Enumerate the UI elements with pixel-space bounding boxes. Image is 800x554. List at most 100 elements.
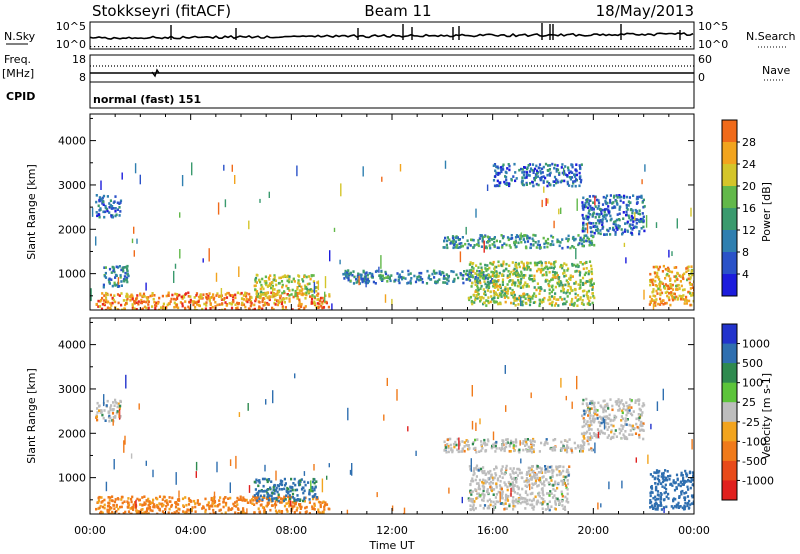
nsearch-dot <box>418 46 420 48</box>
heatmap-cell-0-6 <box>514 263 518 266</box>
heatmap-cell-1-4 <box>544 465 547 468</box>
heatmap-cell-0-1 <box>198 295 201 299</box>
noise-streak <box>202 258 204 263</box>
nsearch-dot <box>518 46 520 48</box>
heatmap-cell-1-1 <box>173 511 176 514</box>
noise-streak <box>340 183 342 197</box>
heatmap-cell-1-4 <box>505 468 508 472</box>
heatmap-cell-0-1 <box>318 302 321 306</box>
nsearch-dot <box>390 46 392 48</box>
heatmap-cell-1-1 <box>261 495 264 499</box>
heatmap-cell-1-4 <box>500 496 503 500</box>
heatmap-cell-1-3 <box>522 440 525 443</box>
heatmap-cell-1-2 <box>292 482 295 485</box>
colorbar-swatch <box>722 363 737 384</box>
heatmap-cell-0-6 <box>554 273 557 276</box>
nsearch-dot <box>322 46 324 48</box>
heatmap-cell-1-3 <box>566 444 569 447</box>
heatmap-cell-0-1 <box>139 293 142 297</box>
noise-streak <box>223 164 225 171</box>
heatmap-cell-1-0 <box>118 407 121 410</box>
heatmap-cell-0-6 <box>511 261 514 264</box>
heatmap-cell-0-0 <box>119 201 122 204</box>
heatmap-cell-1-4 <box>525 485 529 488</box>
heatmap-cell-0-6 <box>487 274 491 277</box>
heatmap-cell-0-4 <box>413 274 416 278</box>
heatmap-cell-1-4 <box>546 502 549 506</box>
heatmap-cell-0-5 <box>445 243 448 247</box>
heatmap-cell-0-3 <box>114 284 117 287</box>
heatmap-cell-0-7 <box>536 175 540 178</box>
heatmap-cell-1-5 <box>631 426 634 429</box>
nsearch-dot <box>458 46 460 48</box>
heatmap-cell-0-7 <box>552 184 556 187</box>
heatmap-cell-1-3 <box>444 444 447 447</box>
heatmap-cell-1-3 <box>560 447 563 450</box>
heatmap-cell-1-4 <box>542 500 545 504</box>
heatmap-cell-0-6 <box>591 286 594 289</box>
heatmap-cell-1-4 <box>541 490 544 493</box>
heatmap-cell-0-8 <box>615 218 618 222</box>
heatmap-cell-0-6 <box>579 279 582 282</box>
heatmap-cell-1-4 <box>557 481 560 485</box>
heatmap-cell-0-4 <box>420 271 423 275</box>
heatmap-cell-1-4 <box>482 478 485 482</box>
heatmap-cell-1-2 <box>288 494 291 497</box>
heatmap-cell-0-6 <box>585 267 588 270</box>
heatmap-cell-1-0 <box>109 406 112 410</box>
colorbar-tick-label: 24 <box>742 158 756 171</box>
heatmap-cell-0-8 <box>612 201 615 204</box>
heatmap-cell-1-5 <box>587 428 590 432</box>
heatmap-cell-0-7 <box>571 184 574 188</box>
heatmap-cell-1-6 <box>672 481 675 484</box>
heatmap-cell-0-3 <box>126 276 129 279</box>
heatmap-cell-1-5 <box>588 411 591 415</box>
heatmap-cell-1-4 <box>501 490 504 494</box>
heatmap-cell-0-1 <box>276 291 279 295</box>
heatmap-cell-0-6 <box>484 267 487 270</box>
heatmap-cell-1-2 <box>262 484 265 488</box>
heatmap-cell-0-5 <box>534 234 537 237</box>
noise-streak <box>179 212 181 218</box>
noise-streak <box>138 403 140 410</box>
heatmap-cell-0-7 <box>539 171 543 175</box>
heatmap-cell-1-1 <box>170 503 173 507</box>
heatmap-cell-1-5 <box>602 410 605 414</box>
heatmap-cell-0-6 <box>498 283 502 287</box>
heatmap-cell-0-5 <box>480 234 483 237</box>
heatmap-cell-0-6 <box>502 262 505 266</box>
heatmap-cell-0-1 <box>116 293 120 296</box>
heatmap-cell-1-4 <box>535 502 538 506</box>
heatmap-cell-1-3 <box>450 447 453 450</box>
heatmap-cell-0-6 <box>471 302 474 306</box>
heatmap-cell-1-6 <box>660 493 663 496</box>
heatmap-cell-0-6 <box>548 302 551 306</box>
heatmap-cell-0-7 <box>525 171 529 174</box>
heatmap-cell-0-1 <box>240 291 243 295</box>
nsearch-tick-bottom: 10^0 <box>698 38 728 51</box>
heatmap-cell-1-5 <box>586 436 589 439</box>
heatmap-cell-1-1 <box>187 503 191 506</box>
heatmap-cell-1-1 <box>147 497 150 501</box>
cpid-box <box>89 81 695 109</box>
noise-streak <box>584 308 586 310</box>
heatmap-cell-0-6 <box>485 286 488 289</box>
heatmap-cell-1-4 <box>500 469 503 473</box>
heatmap-cell-1-6 <box>654 498 657 502</box>
heatmap-cell-1-4 <box>548 508 551 512</box>
heatmap-cell-0-9 <box>669 303 672 307</box>
heatmap-cell-1-1 <box>296 506 299 510</box>
heatmap-cell-0-2 <box>286 275 289 279</box>
heatmap-cell-0-6 <box>486 280 489 284</box>
heatmap-cell-0-5 <box>517 241 520 245</box>
nsearch-dot <box>434 46 436 48</box>
heatmap-cell-0-4 <box>427 276 430 280</box>
heatmap-cell-1-1 <box>204 510 207 514</box>
heatmap-cell-1-1 <box>117 507 120 511</box>
heatmap-cell-0-6 <box>550 304 554 307</box>
heatmap-cell-0-8 <box>603 215 606 218</box>
heatmap-cell-0-4 <box>371 274 374 278</box>
noise-streak <box>381 176 383 182</box>
heatmap-cell-0-1 <box>161 308 165 310</box>
heatmap-cell-0-1 <box>111 301 114 305</box>
